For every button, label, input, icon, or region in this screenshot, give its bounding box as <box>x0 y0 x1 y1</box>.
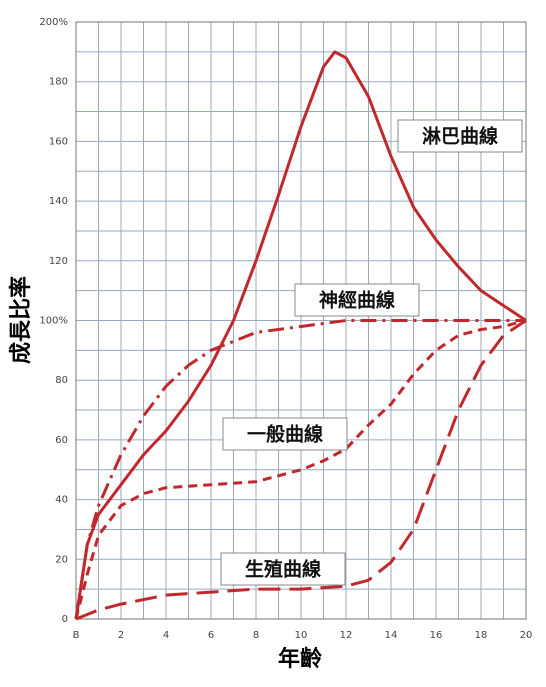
series-line <box>74 319 527 620</box>
series-line <box>74 50 527 620</box>
x-tick-label: 16 <box>430 630 443 641</box>
y-tick-label: 200% <box>39 17 68 28</box>
y-tick-label: 180 <box>49 77 68 88</box>
curve-label: 一般曲線 <box>222 417 348 451</box>
x-axis-label: 年齡 <box>278 646 322 672</box>
y-tick-label: 140 <box>49 196 68 207</box>
x-tick-label: 20 <box>520 630 533 641</box>
x-tick-label: 14 <box>385 630 398 641</box>
series-line <box>75 319 527 621</box>
x-tick-label: 2 <box>118 630 124 641</box>
y-tick-label: 80 <box>55 375 68 386</box>
x-tick-label: 18 <box>475 630 488 641</box>
curve-label-text: 一般曲線 <box>247 423 323 446</box>
y-tick-label: 60 <box>55 435 68 446</box>
curve-label-text: 生殖曲線 <box>245 558 321 581</box>
curve-label: 神經曲線 <box>294 283 420 317</box>
y-tick-label: 160 <box>49 136 68 147</box>
y-tick-label: 0 <box>62 614 68 625</box>
y-tick-label: 40 <box>55 495 68 506</box>
x-tick-label: 4 <box>163 630 169 641</box>
x-tick-label: 6 <box>208 630 214 641</box>
curve-label-box <box>222 417 348 451</box>
curve-label-box <box>397 119 523 153</box>
series-line <box>74 319 526 620</box>
y-tick-label: 120 <box>49 256 68 267</box>
curve-label-box <box>220 552 346 586</box>
x-tick-label: 12 <box>340 630 353 641</box>
curve-label: 生殖曲線 <box>220 552 346 586</box>
y-tick-label: 20 <box>55 554 68 565</box>
curve-label-text: 淋巴曲線 <box>422 125 498 148</box>
x-tick-label: 8 <box>253 630 259 641</box>
y-tick-label: 100% <box>39 316 68 327</box>
curve-label-text: 神經曲線 <box>319 289 395 312</box>
curve-label: 淋巴曲線 <box>397 119 523 153</box>
y-axis-label: 成長比率 <box>8 276 34 364</box>
x-tick-label: 10 <box>295 630 308 641</box>
x-tick-label: B <box>73 630 80 641</box>
curve-label-box <box>294 283 420 317</box>
